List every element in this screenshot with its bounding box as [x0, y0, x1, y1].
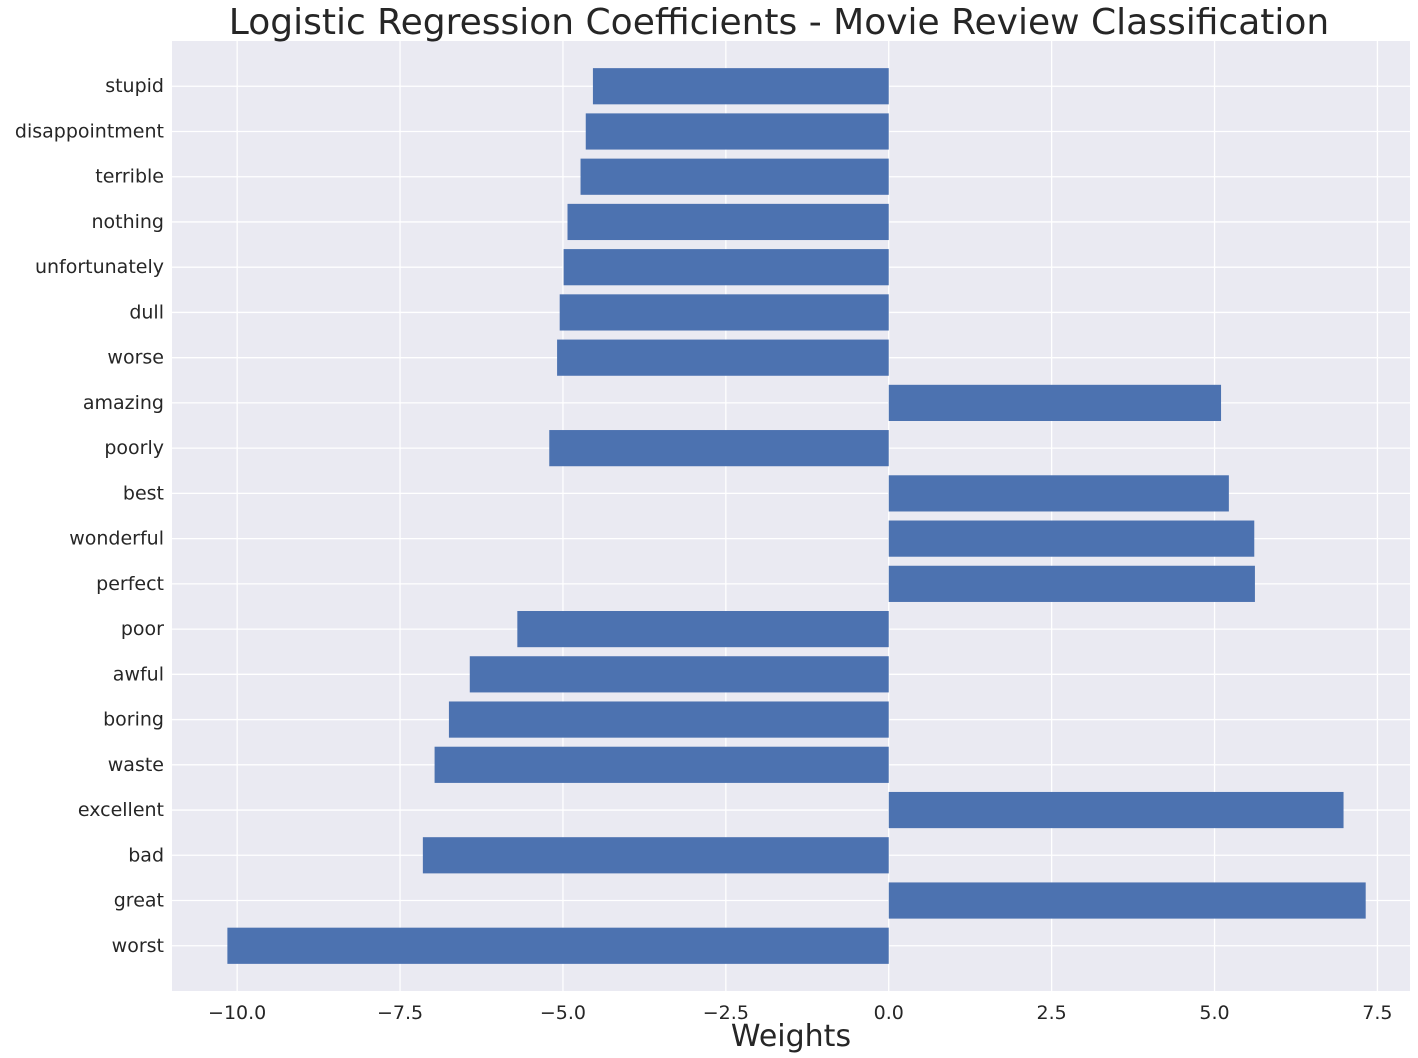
bar-nothing — [567, 203, 889, 241]
y-tick-label: boring — [103, 709, 164, 731]
y-tick-label: bad — [128, 844, 164, 866]
x-tick-label: −2.5 — [703, 1002, 749, 1024]
y-tick-label: excellent — [78, 799, 164, 821]
bar-waste — [434, 746, 889, 783]
y-tick-label: best — [123, 482, 164, 504]
bar-boring — [448, 701, 889, 738]
bar-excellent — [888, 791, 1344, 829]
y-tick-label: waste — [108, 754, 164, 776]
y-tick-label: great — [114, 890, 164, 912]
y-tick-label: dull — [129, 301, 164, 323]
bar-amazing — [888, 384, 1222, 421]
chart-title: Logistic Regression Coefficients - Movie… — [229, 2, 1329, 43]
y-tick-label: nothing — [91, 211, 164, 233]
bar-poorly — [549, 430, 889, 467]
x-tick-label: −5.0 — [540, 1002, 586, 1024]
bar-great — [888, 882, 1366, 919]
bar-poor — [517, 611, 889, 648]
bar-awful — [469, 656, 889, 693]
bar-bad — [422, 837, 889, 874]
y-tick-label: wonderful — [69, 528, 164, 550]
x-axis-label: Weights — [731, 1019, 851, 1054]
bar-worse — [557, 339, 889, 376]
y-tick-label: awful — [113, 663, 164, 685]
bar-perfect — [888, 565, 1255, 602]
y-tick-label: unfortunately — [35, 256, 164, 278]
bar-terrible — [580, 158, 889, 195]
y-tick-label: amazing — [83, 392, 164, 414]
x-tick-label: 5.0 — [1199, 1002, 1229, 1024]
x-tick-label: 2.5 — [1037, 1002, 1067, 1024]
bar-wonderful — [888, 520, 1255, 557]
bar-dull — [559, 294, 889, 331]
x-tick-label: 7.5 — [1362, 1002, 1392, 1024]
x-tick-label: −7.5 — [377, 1002, 423, 1024]
y-tick-label: worse — [107, 347, 164, 369]
bar-unfortunately — [563, 249, 889, 286]
x-tick-label: −10.0 — [208, 1002, 266, 1024]
y-tick-labels: worst great bad excellent waste boring awful po… — [15, 75, 164, 957]
y-tick-label: poorly — [104, 437, 164, 459]
y-tick-label: terrible — [95, 166, 164, 188]
x-tick-labels: −10.0 −7.5 −5.0 −2.5 0.0 2.5 5.0 7.5 — [208, 1002, 1392, 1024]
y-tick-label: poor — [121, 618, 164, 640]
bar-worst — [227, 927, 889, 964]
bar-disappointment — [585, 113, 889, 150]
bar-stupid — [592, 68, 889, 105]
x-tick-label: 0.0 — [874, 1002, 904, 1024]
y-tick-label: disappointment — [15, 120, 164, 142]
bars — [227, 68, 1366, 964]
y-tick-label: stupid — [105, 75, 164, 97]
y-tick-label: perfect — [96, 573, 164, 595]
y-tick-label: worst — [112, 935, 164, 957]
bar-best — [888, 475, 1229, 512]
plot-background — [172, 41, 1410, 991]
